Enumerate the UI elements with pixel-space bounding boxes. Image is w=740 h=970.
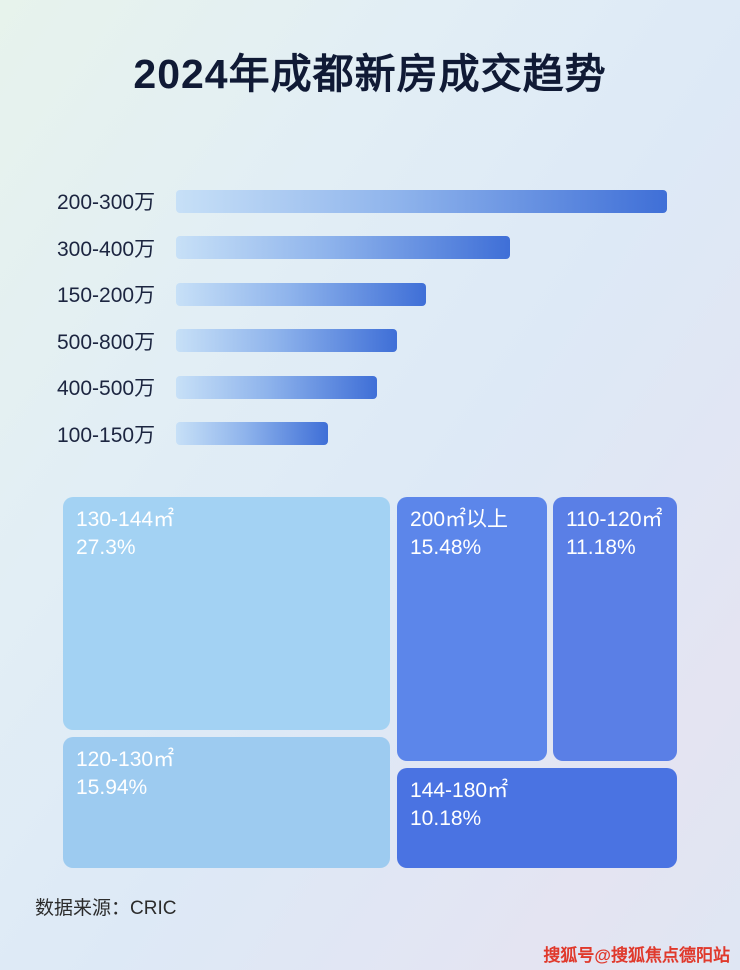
bar-label: 300-400万 [57,237,156,261]
treemap-block-144-180: 144-180㎡ 10.18% [397,768,677,868]
bar-label: 500-800万 [57,330,156,354]
bar-row-300-400: 300-400万 [57,225,667,272]
bar-label: 400-500万 [57,377,156,401]
treemap-block-130-144: 130-144㎡ 27.3% [63,497,390,730]
area-size-treemap: 130-144㎡ 27.3% 120-130㎡ 15.94% 200㎡以上 15… [63,497,677,868]
treemap-label: 120-130㎡ [76,748,175,771]
bar-label: 200-300万 [57,191,156,215]
bar-row-150-200: 150-200万 [57,271,667,318]
treemap-label: 144-180㎡ [410,779,509,802]
data-source-label: 数据来源：CRIC [35,898,177,919]
bar-track [176,422,667,446]
treemap-value: 15.48% [410,536,482,560]
watermark: 搜狐号@搜狐焦点德阳站 [543,946,730,965]
bar-track [176,329,667,353]
bar-100-150 [176,422,329,446]
bar-track [176,282,667,306]
treemap-block-120-130: 120-130㎡ 15.94% [63,737,390,868]
treemap-label: 110-120㎡ [566,508,663,531]
bar-row-500-800: 500-800万 [57,318,667,365]
treemap-label: 200㎡以上 [410,508,509,531]
bar-400-500 [176,375,378,399]
bar-label: 150-200万 [57,284,156,308]
treemap-value: 15.94% [76,776,148,800]
treemap-value: 10.18% [410,807,482,831]
bar-150-200 [176,282,427,306]
treemap-block-200-plus: 200㎡以上 15.48% [397,497,547,761]
bar-track [176,236,667,260]
treemap-block-110-120: 110-120㎡ 11.18% [553,497,677,761]
treemap-value: 11.18% [566,536,636,560]
bar-row-200-300: 200-300万 [57,178,667,225]
bar-track [176,375,667,399]
bar-200-300 [176,189,667,213]
bar-300-400 [176,236,510,260]
price-range-bar-chart: 200-300万 300-400万 150-200万 500-800万 400- [57,178,667,457]
treemap-value: 27.3% [76,536,136,560]
bar-row-100-150: 100-150万 [57,411,667,458]
bar-row-400-500: 400-500万 [57,364,667,411]
bar-track [176,189,667,213]
bar-500-800 [176,329,397,353]
page-title: 2024年成都新房成交趋势 [133,51,607,97]
treemap-label: 130-144㎡ [76,508,175,531]
bar-label: 100-150万 [57,423,156,447]
